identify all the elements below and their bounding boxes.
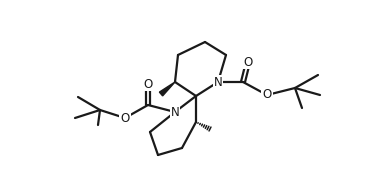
Text: O: O xyxy=(143,78,153,90)
Text: O: O xyxy=(262,89,272,101)
Polygon shape xyxy=(160,82,175,96)
Text: O: O xyxy=(243,55,253,68)
Text: N: N xyxy=(214,75,222,89)
Text: N: N xyxy=(170,106,179,118)
Text: O: O xyxy=(120,111,130,124)
